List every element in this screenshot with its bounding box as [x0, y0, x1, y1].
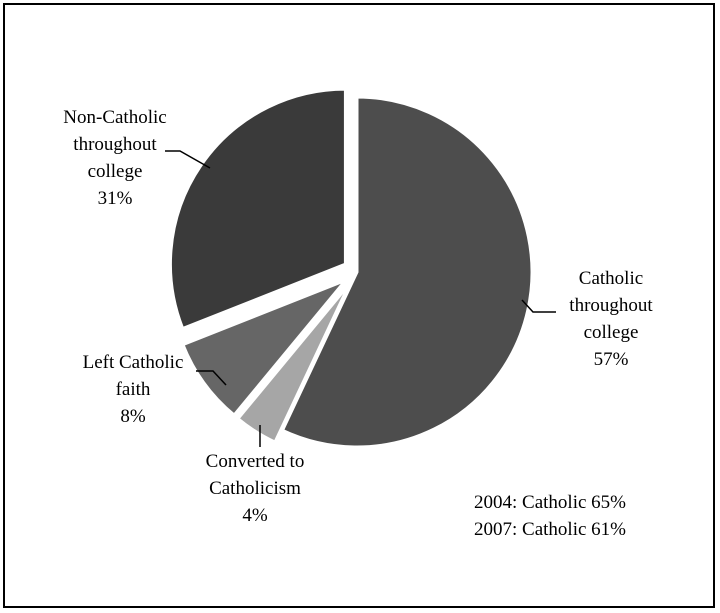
pie-slices [168, 87, 534, 449]
leader-line-2 [196, 370, 227, 386]
pie-slice-0 [280, 95, 534, 449]
slice-label-2: Left Catholic faith 8% [83, 352, 184, 427]
slice-label-line-1-0: Converted to [206, 451, 305, 472]
slice-label-line-3-2: college [88, 161, 143, 182]
slice-label-line-0-2: college [584, 322, 639, 343]
pie-slice-1 [235, 282, 351, 445]
annotation-2004: 2004: Catholic 65% [474, 492, 626, 513]
slice-percent-2: 8% [120, 406, 146, 427]
slice-label-1: Converted to Catholicism 4% [206, 451, 305, 526]
leader-line-0 [521, 299, 556, 313]
pie-slice-3 [168, 87, 347, 331]
leader-line-3 [165, 150, 211, 169]
slice-label-line-3-1: throughout [73, 134, 157, 155]
slice-percent-1: 4% [242, 505, 268, 526]
slice-percent-3: 31% [98, 188, 133, 209]
slice-label-line-0-0: Catholic [579, 268, 643, 289]
slice-percent-0: 57% [594, 349, 629, 370]
slice-label-line-1-1: Catholicism [209, 478, 301, 499]
slice-label-line-2-0: Left Catholic [83, 352, 184, 373]
slice-labels: Catholic throughout college 57% Converted to… [63, 107, 653, 526]
annotation-2007: 2007: Catholic 61% [474, 519, 626, 540]
slice-label-line-2-1: faith [116, 379, 151, 400]
slice-label-line-0-1: throughout [569, 295, 653, 316]
slice-label-line-3-0: Non-Catholic [63, 107, 166, 128]
leader-lines [165, 150, 556, 447]
slice-label-3: Non-Catholic throughout college 31% [63, 107, 166, 209]
slice-label-0: Catholic throughout college 57% [569, 268, 653, 370]
annotations: 2004: Catholic 65% 2007: Catholic 61% [474, 492, 626, 540]
